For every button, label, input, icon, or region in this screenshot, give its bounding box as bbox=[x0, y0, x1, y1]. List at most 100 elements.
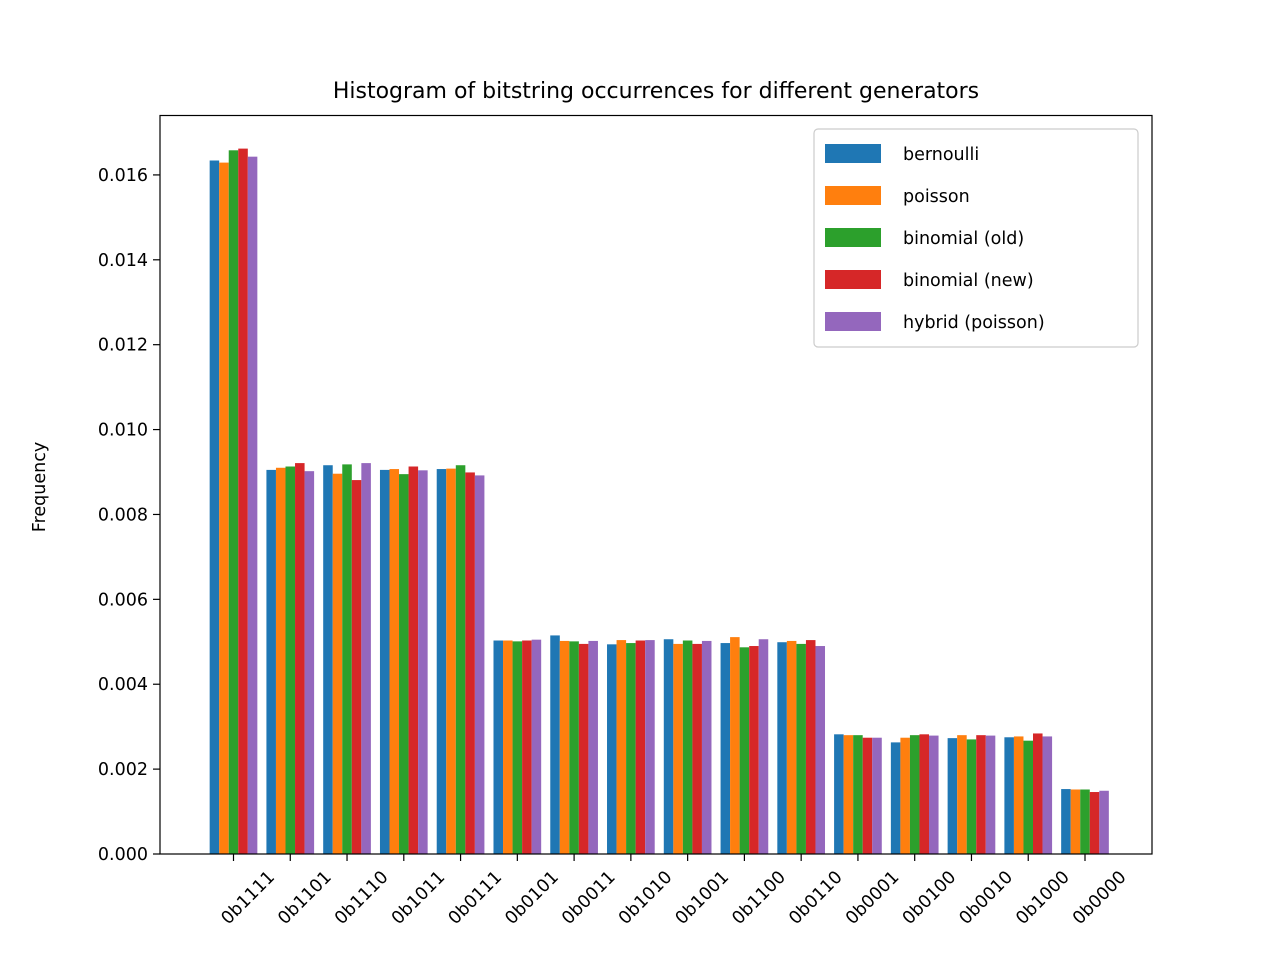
y-tick-label: 0.014 bbox=[98, 251, 148, 271]
bar-binomial-new--0b0110 bbox=[805, 640, 816, 854]
bar-hybrid-poisson--0b1101 bbox=[304, 471, 315, 854]
bar-binomial-old--0b1001 bbox=[682, 640, 693, 854]
bar-bernoulli-0b1100 bbox=[720, 643, 731, 854]
bar-poisson-0b0111 bbox=[446, 468, 456, 854]
y-tick-label: 0.006 bbox=[98, 590, 148, 610]
bar-binomial-old--0b0001 bbox=[853, 735, 863, 854]
bar-binomial-new--0b0001 bbox=[862, 737, 873, 854]
bar-poisson-0b0011 bbox=[559, 640, 570, 854]
legend-label: hybrid (poisson) bbox=[903, 313, 1045, 333]
bar-binomial-old--0b1111 bbox=[228, 150, 239, 855]
bar-binomial-old--0b0010 bbox=[966, 739, 977, 854]
bar-hybrid-poisson--0b0001 bbox=[872, 737, 882, 854]
legend-swatch bbox=[825, 228, 881, 247]
bar-bernoulli-0b0100 bbox=[890, 742, 901, 854]
legend-label: binomial (old) bbox=[903, 229, 1024, 249]
bar-binomial-old--0b1010 bbox=[626, 643, 636, 854]
bar-hybrid-poisson--0b1011 bbox=[418, 470, 428, 854]
bar-bernoulli-0b1111 bbox=[209, 160, 220, 855]
bar-bernoulli-0b0011 bbox=[550, 635, 560, 854]
bar-poisson-0b1000 bbox=[1013, 736, 1024, 854]
y-axis: 0.000 0.002 0.004 0.006 0.008 0.010 0.012 0.014… bbox=[98, 166, 160, 865]
legend-label: binomial (new) bbox=[903, 271, 1034, 291]
bar-poisson-0b1010 bbox=[616, 640, 627, 854]
bar-binomial-new--0b1111 bbox=[238, 148, 248, 855]
bar-binomial-old--0b1011 bbox=[399, 474, 409, 854]
y-axis-label: Frequency bbox=[30, 442, 50, 532]
bar-bernoulli-0b0110 bbox=[777, 642, 787, 854]
y-tick-label: 0.002 bbox=[98, 760, 148, 780]
legend-box bbox=[813, 128, 1139, 348]
bar-poisson-0b0101 bbox=[503, 640, 513, 854]
bar-binomial-old--0b0011 bbox=[569, 641, 579, 854]
bar-hybrid-poisson--0b1111 bbox=[247, 156, 258, 855]
bar-hybrid-poisson--0b0011 bbox=[588, 640, 598, 854]
bar-bernoulli-0b1001 bbox=[663, 639, 674, 854]
bar-poisson-0b0010 bbox=[957, 735, 967, 854]
bar-binomial-new--0b1101 bbox=[295, 463, 305, 854]
bar-poisson-0b0001 bbox=[843, 735, 854, 854]
bar-hybrid-poisson--0b1110 bbox=[361, 463, 371, 854]
bar-binomial-new--0b1001 bbox=[692, 643, 702, 854]
bar-binomial-old--0b0101 bbox=[512, 641, 523, 854]
bar-bernoulli-0b1101 bbox=[266, 469, 276, 854]
bar-hybrid-poisson--0b0100 bbox=[929, 735, 939, 854]
bar-bernoulli-0b0001 bbox=[834, 734, 844, 854]
bar-binomial-old--0b1101 bbox=[285, 466, 296, 854]
bars-layer bbox=[209, 148, 1109, 855]
y-tick-label: 0.016 bbox=[98, 166, 148, 186]
y-tick-label: 0.000 bbox=[98, 845, 148, 865]
bar-hybrid-poisson--0b0010 bbox=[985, 735, 996, 854]
bar-binomial-new--0b1110 bbox=[351, 480, 362, 854]
bar-binomial-old--0b0110 bbox=[796, 643, 806, 854]
bar-bernoulli-0b0101 bbox=[493, 640, 504, 854]
bar-poisson-0b1110 bbox=[332, 473, 343, 854]
legend-swatch bbox=[825, 270, 881, 289]
bar-hybrid-poisson--0b1001 bbox=[701, 640, 712, 854]
legend-label: bernoulli bbox=[903, 145, 979, 165]
bar-binomial-new--0b0111 bbox=[465, 472, 475, 854]
bar-poisson-0b1111 bbox=[219, 162, 229, 855]
bar-poisson-0b0110 bbox=[786, 640, 797, 854]
bar-bernoulli-0b0111 bbox=[436, 469, 447, 854]
bar-hybrid-poisson--0b0000 bbox=[1099, 790, 1109, 854]
bar-hybrid-poisson--0b0111 bbox=[474, 475, 485, 854]
bar-poisson-0b0000 bbox=[1070, 789, 1081, 854]
bar-bernoulli-0b1110 bbox=[323, 465, 333, 854]
y-tick-label: 0.010 bbox=[98, 421, 148, 441]
bar-poisson-0b0100 bbox=[900, 737, 910, 854]
legend-swatch bbox=[825, 312, 881, 331]
y-tick-label: 0.012 bbox=[98, 336, 148, 356]
bar-hybrid-poisson--0b1100 bbox=[758, 639, 769, 854]
bar-binomial-new--0b0101 bbox=[522, 640, 532, 854]
plot-frame bbox=[159, 114, 1153, 855]
bar-binomial-new--0b1000 bbox=[1033, 733, 1043, 854]
legend-swatch bbox=[825, 186, 881, 205]
legend-label: poisson bbox=[903, 187, 970, 207]
bar-poisson-0b1001 bbox=[673, 643, 683, 854]
bar-hybrid-poisson--0b0101 bbox=[531, 639, 542, 854]
bar-binomial-new--0b0010 bbox=[976, 735, 986, 854]
bar-binomial-old--0b1110 bbox=[342, 464, 352, 854]
bar-binomial-old--0b1100 bbox=[739, 647, 750, 854]
bar-bernoulli-0b1011 bbox=[379, 469, 390, 854]
y-tick-label: 0.004 bbox=[98, 675, 148, 695]
bar-hybrid-poisson--0b0110 bbox=[815, 646, 826, 854]
bar-poisson-0b1100 bbox=[730, 637, 740, 854]
y-tick-label: 0.008 bbox=[98, 505, 148, 525]
bar-binomial-new--0b1100 bbox=[749, 646, 759, 854]
bar-bernoulli-0b1000 bbox=[1004, 737, 1014, 854]
bar-hybrid-poisson--0b1000 bbox=[1042, 736, 1053, 854]
bar-poisson-0b1011 bbox=[389, 469, 400, 854]
bar-binomial-old--0b0000 bbox=[1080, 789, 1090, 854]
bar-binomial-old--0b1000 bbox=[1023, 740, 1033, 854]
bar-hybrid-poisson--0b1010 bbox=[645, 640, 655, 854]
bar-binomial-new--0b1011 bbox=[408, 466, 419, 854]
bar-binomial-new--0b0100 bbox=[919, 734, 930, 854]
bar-poisson-0b1101 bbox=[275, 467, 286, 854]
legend: bernoulli poisson binomial (old) binomial (… bbox=[813, 128, 1139, 348]
bar-binomial-new--0b0011 bbox=[578, 643, 589, 854]
legend-swatch bbox=[825, 144, 881, 163]
bar-binomial-new--0b0000 bbox=[1089, 792, 1100, 854]
